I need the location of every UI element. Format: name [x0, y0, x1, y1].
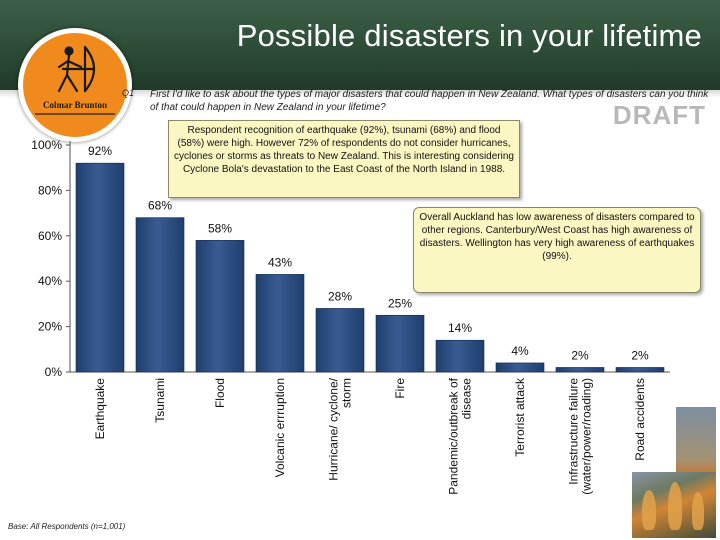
- bar-9: [555, 367, 605, 373]
- base-note: Base: All Respondents (n=1,001): [8, 522, 126, 531]
- bar-2: [135, 217, 185, 373]
- category-label: Pandemic/outbreak ofdisease: [447, 377, 474, 494]
- bar-6: [375, 314, 425, 373]
- category-label: Infrastructure failure(water/power/roadi…: [567, 378, 594, 495]
- category-label: Earthquake: [93, 378, 107, 440]
- category-label-line: Earthquake: [93, 378, 107, 440]
- worker-figure: [668, 482, 682, 530]
- bar-7: [435, 339, 485, 373]
- question-number: Q1: [122, 88, 135, 98]
- category-label: Tsunami: [153, 378, 167, 423]
- draft-watermark: DRAFT: [612, 100, 706, 130]
- data-label: 58%: [208, 221, 232, 235]
- category-label-line: Road accidents: [633, 378, 647, 461]
- data-label: 25%: [388, 296, 412, 310]
- y-tick-label: 80%: [38, 183, 62, 197]
- recognition-callout: Respondent recognition of earthquake (92…: [168, 120, 520, 198]
- logo-wordmark: Colmar Brunton: [42, 100, 108, 110]
- category-label-line: Hurricane/ cyclone/: [327, 377, 341, 480]
- category-label: Fire: [393, 378, 407, 399]
- logo-underline: [35, 113, 115, 115]
- regional-callout: Overall Auckland has low awareness of di…: [413, 207, 701, 293]
- bar-10: [615, 367, 665, 373]
- bar-1: [75, 162, 125, 373]
- data-label: 2%: [571, 348, 589, 362]
- bar-3: [195, 240, 245, 373]
- category-label: Road accidents: [633, 378, 647, 461]
- worker-figure: [692, 492, 704, 530]
- category-label: Terrorist attack: [513, 377, 527, 457]
- data-label: 2%: [631, 348, 649, 362]
- company-logo: Colmar Brunton: [18, 28, 132, 142]
- bar-5: [315, 308, 365, 373]
- category-label-line: Terrorist attack: [513, 377, 527, 457]
- data-label: 68%: [148, 199, 172, 213]
- category-label-line: Fire: [393, 378, 407, 399]
- data-label: 92%: [88, 144, 112, 158]
- page-title: Possible disasters in your lifetime: [236, 18, 702, 53]
- data-label: 14%: [448, 321, 472, 335]
- y-tick-label: 40%: [38, 274, 62, 288]
- y-tick-label: 100%: [31, 138, 62, 152]
- category-label-line: Tsunami: [153, 378, 167, 423]
- logo-emblem: Colmar Brunton: [23, 33, 127, 137]
- category-label: Flood: [213, 378, 227, 408]
- category-label-line: Pandemic/outbreak of: [447, 377, 461, 494]
- bar-8: [495, 362, 545, 373]
- bar-4: [255, 274, 305, 373]
- y-tick-label: 20%: [38, 320, 62, 334]
- data-label: 43%: [268, 255, 292, 269]
- archer-icon: [57, 45, 96, 93]
- question-text: First I'd like to ask about the types of…: [150, 89, 709, 113]
- category-label-line: Infrastructure failure: [567, 378, 581, 485]
- data-label: 4%: [511, 344, 529, 358]
- y-tick-label: 0%: [45, 365, 63, 379]
- category-label-line: Flood: [213, 378, 227, 408]
- category-label: Hurricane/ cyclone/storm: [327, 377, 354, 480]
- y-tick-label: 60%: [38, 229, 62, 243]
- data-label: 28%: [328, 289, 352, 303]
- category-label: Volcanic errruption: [273, 378, 287, 477]
- category-label-line: Volcanic errruption: [273, 378, 287, 477]
- category-label-line: (water/power/roading): [580, 378, 594, 495]
- worker-figure: [642, 490, 656, 530]
- category-label-line: storm: [340, 378, 354, 408]
- rescue-workers-photo-group: [632, 472, 716, 538]
- category-label-line: disease: [460, 378, 474, 420]
